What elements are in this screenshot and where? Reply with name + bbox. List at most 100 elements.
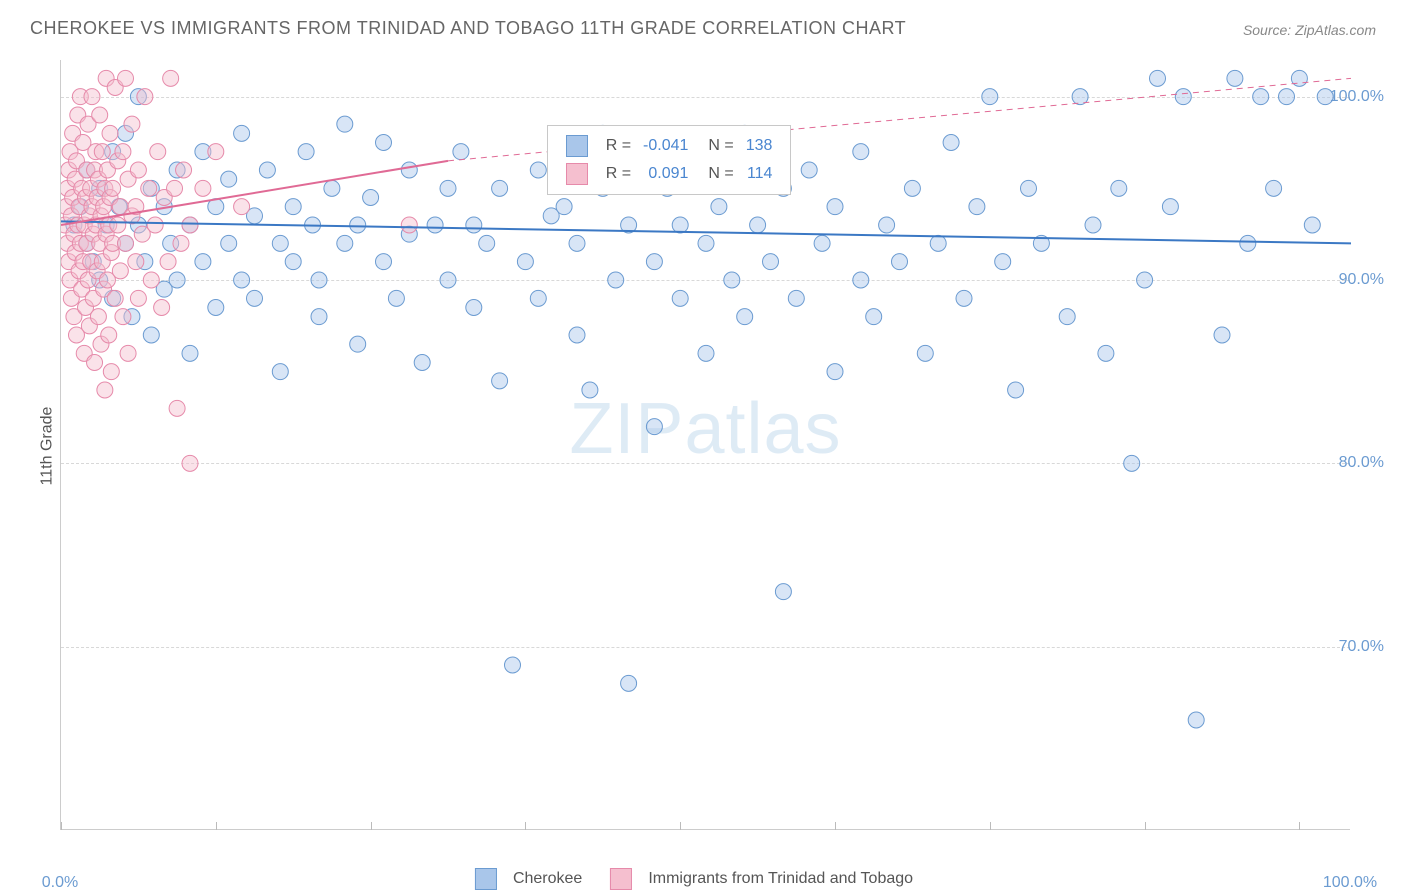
data-point: [427, 217, 443, 233]
data-point: [466, 217, 482, 233]
data-point: [646, 419, 662, 435]
data-point: [775, 584, 791, 600]
data-point: [930, 235, 946, 251]
y-tick-label: 70.0%: [1339, 638, 1384, 656]
data-point: [440, 180, 456, 196]
data-point: [169, 272, 185, 288]
data-point: [569, 235, 585, 251]
data-point: [272, 364, 288, 380]
data-point: [84, 89, 100, 105]
data-point: [711, 199, 727, 215]
data-point: [272, 235, 288, 251]
data-point: [827, 364, 843, 380]
data-point: [1124, 455, 1140, 471]
data-point: [492, 180, 508, 196]
data-point: [1098, 345, 1114, 361]
data-point: [130, 162, 146, 178]
y-axis-label: 11th Grade: [38, 407, 56, 486]
data-point: [107, 290, 123, 306]
data-point: [440, 272, 456, 288]
data-point: [788, 290, 804, 306]
x-tick-label-right: 100.0%: [1323, 874, 1377, 892]
x-tick-label-left: 0.0%: [42, 874, 78, 892]
data-point: [182, 455, 198, 471]
data-point: [737, 309, 753, 325]
data-point: [311, 309, 327, 325]
y-tick-label: 80.0%: [1339, 454, 1384, 472]
data-point: [814, 235, 830, 251]
data-point: [350, 217, 366, 233]
data-point: [285, 254, 301, 270]
data-point: [259, 162, 275, 178]
data-point: [120, 345, 136, 361]
data-point: [234, 125, 250, 141]
data-point: [124, 116, 140, 132]
data-point: [1253, 89, 1269, 105]
data-point: [750, 217, 766, 233]
data-point: [917, 345, 933, 361]
legend-label: Cherokee: [513, 870, 582, 888]
data-point: [1008, 382, 1024, 398]
data-point: [388, 290, 404, 306]
data-point: [163, 70, 179, 86]
data-point: [167, 180, 183, 196]
data-point: [724, 272, 740, 288]
data-point: [97, 382, 113, 398]
legend-r-value: 0.091: [637, 160, 694, 188]
data-point: [995, 254, 1011, 270]
data-point: [376, 254, 392, 270]
data-point: [154, 300, 170, 316]
data-point: [1021, 180, 1037, 196]
data-point: [982, 89, 998, 105]
legend-swatch: [566, 135, 588, 157]
data-point: [1227, 70, 1243, 86]
data-point: [182, 217, 198, 233]
data-point: [904, 180, 920, 196]
data-point: [115, 144, 131, 160]
data-point: [530, 162, 546, 178]
data-point: [118, 235, 134, 251]
data-point: [143, 272, 159, 288]
data-point: [94, 144, 110, 160]
data-point: [1279, 89, 1295, 105]
data-point: [182, 345, 198, 361]
data-point: [698, 235, 714, 251]
data-point: [505, 657, 521, 673]
data-point: [169, 400, 185, 416]
data-point: [128, 254, 144, 270]
data-point: [1059, 309, 1075, 325]
legend-r-label: R =: [600, 160, 637, 188]
data-point: [143, 327, 159, 343]
data-point: [892, 254, 908, 270]
data-point: [150, 144, 166, 160]
data-point: [1188, 712, 1204, 728]
data-point: [853, 144, 869, 160]
data-point: [92, 107, 108, 123]
data-point: [101, 327, 117, 343]
data-point: [646, 254, 662, 270]
data-point: [147, 217, 163, 233]
data-point: [401, 162, 417, 178]
data-point: [556, 199, 572, 215]
chart-title: CHEROKEE VS IMMIGRANTS FROM TRINIDAD AND…: [30, 18, 906, 39]
data-point: [298, 144, 314, 160]
legend-swatch: [566, 163, 588, 185]
data-point: [376, 135, 392, 151]
data-point: [1240, 235, 1256, 251]
data-point: [208, 300, 224, 316]
data-point: [943, 135, 959, 151]
data-point: [130, 290, 146, 306]
data-point: [87, 355, 103, 371]
data-point: [401, 217, 417, 233]
data-point: [1266, 180, 1282, 196]
legend-n-label: N =: [694, 160, 739, 188]
legend-n-label: N =: [694, 132, 739, 160]
data-point: [969, 199, 985, 215]
data-point: [337, 235, 353, 251]
data-point: [208, 144, 224, 160]
data-point: [103, 364, 119, 380]
chart-container: CHEROKEE VS IMMIGRANTS FROM TRINIDAD AND…: [0, 0, 1406, 892]
data-point: [324, 180, 340, 196]
data-point: [115, 309, 131, 325]
data-point: [137, 89, 153, 105]
